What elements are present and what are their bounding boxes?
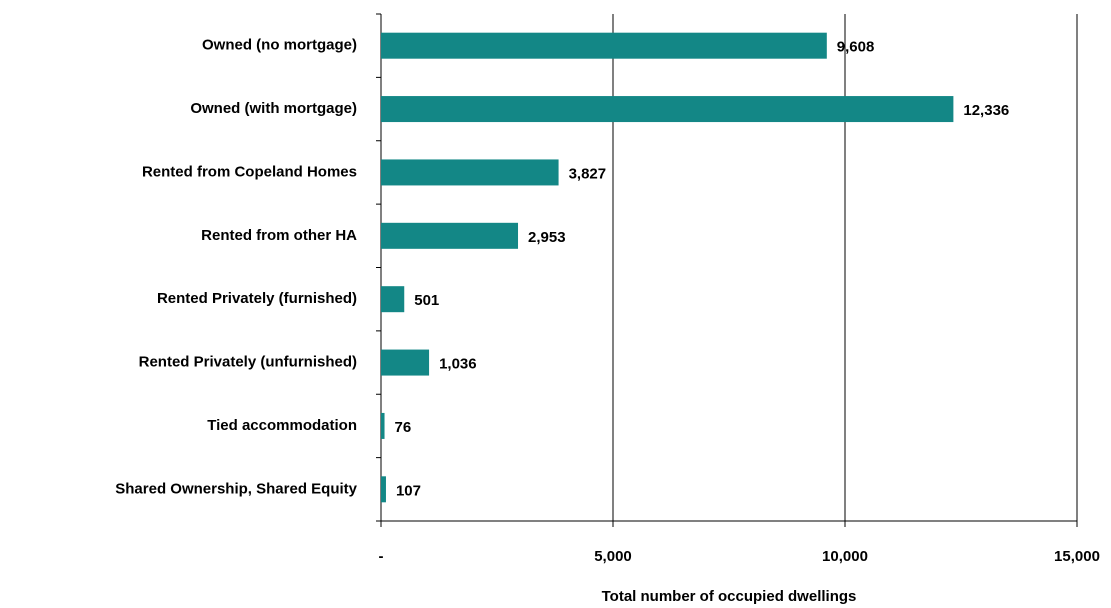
y-tick-label: Owned (with mortgage) (190, 100, 357, 117)
y-tick-label: Owned (no mortgage) (202, 37, 357, 54)
y-tick-label: Rented from other HA (201, 227, 357, 244)
value-label: 12,336 (963, 102, 1009, 119)
x-tick-label: 10,000 (822, 548, 868, 565)
value-label: 9,608 (837, 39, 875, 56)
bar (381, 96, 954, 123)
bar (381, 222, 519, 249)
bar (381, 412, 385, 439)
bar (381, 32, 827, 59)
x-tick-label: 5,000 (594, 548, 632, 565)
y-tick-label: Rented Privately (unfurnished) (139, 354, 357, 371)
bar (381, 159, 559, 186)
y-tick-label: Shared Ownership, Shared Equity (115, 480, 357, 497)
bar (381, 349, 430, 376)
bar (381, 476, 386, 503)
value-label: 501 (414, 292, 439, 309)
value-label: 76 (395, 419, 412, 436)
y-tick-label: Tied accommodation (207, 417, 357, 434)
x-tick-label: 15,000 (1054, 548, 1100, 565)
bar (381, 286, 405, 313)
value-label: 107 (396, 482, 421, 499)
x-axis-title: Total number of occupied dwellings (602, 588, 857, 605)
value-label: 3,827 (569, 165, 607, 182)
y-tick-label: Rented Privately (furnished) (157, 290, 357, 307)
x-tick-label: - (379, 548, 384, 565)
value-label: 2,953 (528, 229, 566, 246)
y-tick-label: Rented from Copeland Homes (142, 163, 357, 180)
value-label: 1,036 (439, 356, 477, 373)
